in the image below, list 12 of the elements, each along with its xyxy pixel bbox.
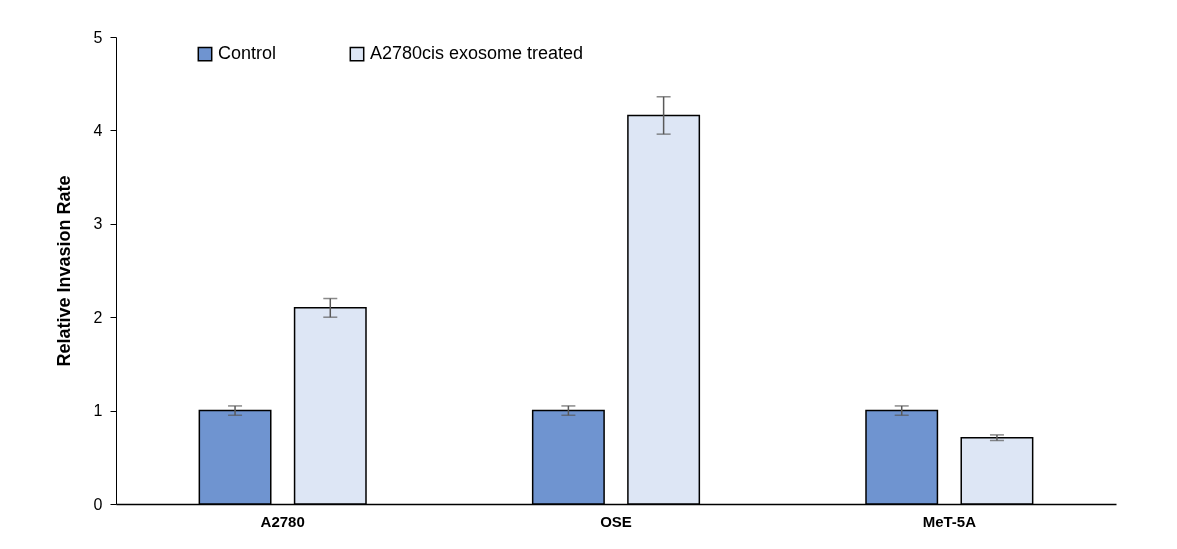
x-tick-label: MeT-5A bbox=[922, 512, 977, 530]
y-tick-label: 4 bbox=[93, 121, 103, 139]
y-tick-label: 3 bbox=[93, 215, 103, 233]
x-tick-label: OSE bbox=[600, 512, 632, 530]
legend-label: Control bbox=[218, 43, 277, 64]
y-tick-label: 0 bbox=[93, 495, 103, 513]
y-tick-label: 5 bbox=[93, 28, 103, 46]
x-tick-label: A2780 bbox=[260, 512, 305, 530]
y-tick-label: 2 bbox=[93, 308, 103, 326]
legend-label: A2780cis exosome treated bbox=[370, 43, 584, 64]
y-axis-title: Relative Invasion Rate bbox=[53, 175, 74, 367]
y-tick-label: 1 bbox=[93, 402, 103, 420]
